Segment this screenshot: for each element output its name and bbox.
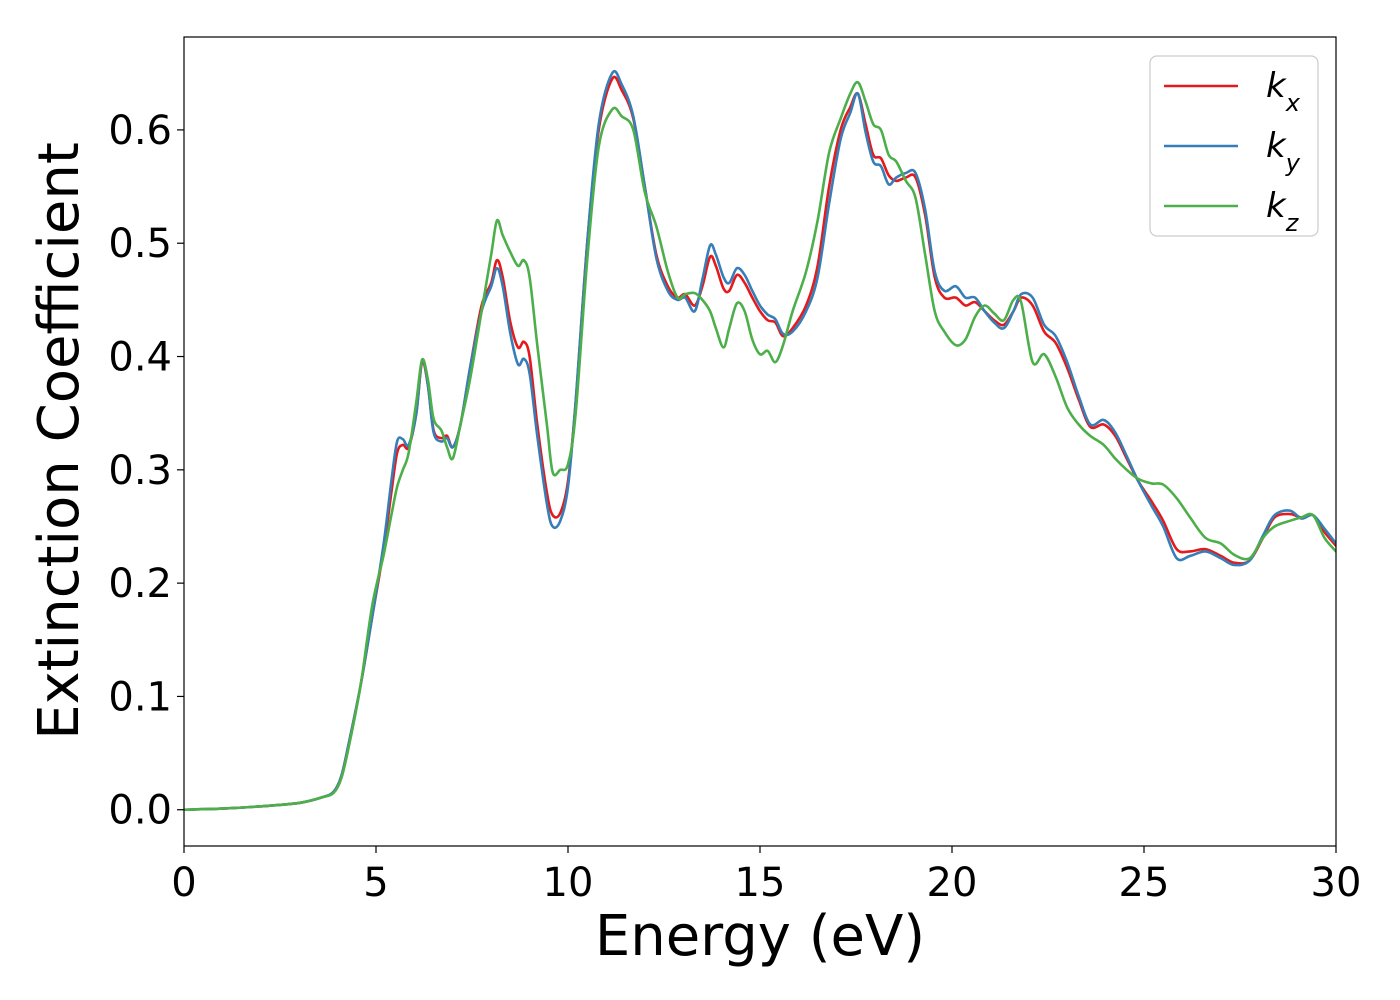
x-tick-label: 30 <box>1311 860 1362 906</box>
x-tick-label: 20 <box>927 860 978 906</box>
legend-label-subscript: y <box>1285 149 1301 177</box>
y-tick-label: 0.4 <box>108 335 172 381</box>
x-tick-label: 10 <box>543 860 594 906</box>
series-line-kx <box>184 75 1336 812</box>
x-tick-label: 15 <box>735 860 786 906</box>
y-axis-title: Extinction Coefficient <box>27 142 92 740</box>
legend-label-kx: kx <box>1266 66 1301 117</box>
x-tick-label: 0 <box>171 860 196 906</box>
y-tick-label: 0.1 <box>108 674 172 720</box>
y-tick-label: 0.0 <box>108 788 172 834</box>
legend-label-base: k <box>1266 186 1287 226</box>
y-tick-label: 0.2 <box>108 561 172 607</box>
y-axis: 0.0 0.1 0.2 0.3 0.4 0.5 0.6 <box>108 108 184 834</box>
plot-area <box>183 36 1337 847</box>
x-tick-label: 5 <box>363 860 388 906</box>
legend-label-base: k <box>1266 66 1287 106</box>
x-axis: 0 5 10 15 20 25 30 <box>171 846 1361 906</box>
legend-label-subscript: z <box>1285 209 1300 237</box>
series-line-ky <box>184 69 1336 812</box>
x-axis-title: Energy (eV) <box>595 904 925 969</box>
legend-label-ky: ky <box>1266 126 1301 177</box>
y-tick-label: 0.6 <box>108 108 172 154</box>
legend-label-base: k <box>1266 126 1287 166</box>
y-tick-label: 0.5 <box>108 221 172 267</box>
series-line-kz <box>184 80 1336 812</box>
legend-label-subscript: x <box>1285 89 1301 117</box>
y-tick-label: 0.3 <box>108 448 172 494</box>
series-layer <box>184 69 1336 812</box>
x-tick-label: 25 <box>1119 860 1170 906</box>
legend-label-kz: kz <box>1266 186 1300 237</box>
